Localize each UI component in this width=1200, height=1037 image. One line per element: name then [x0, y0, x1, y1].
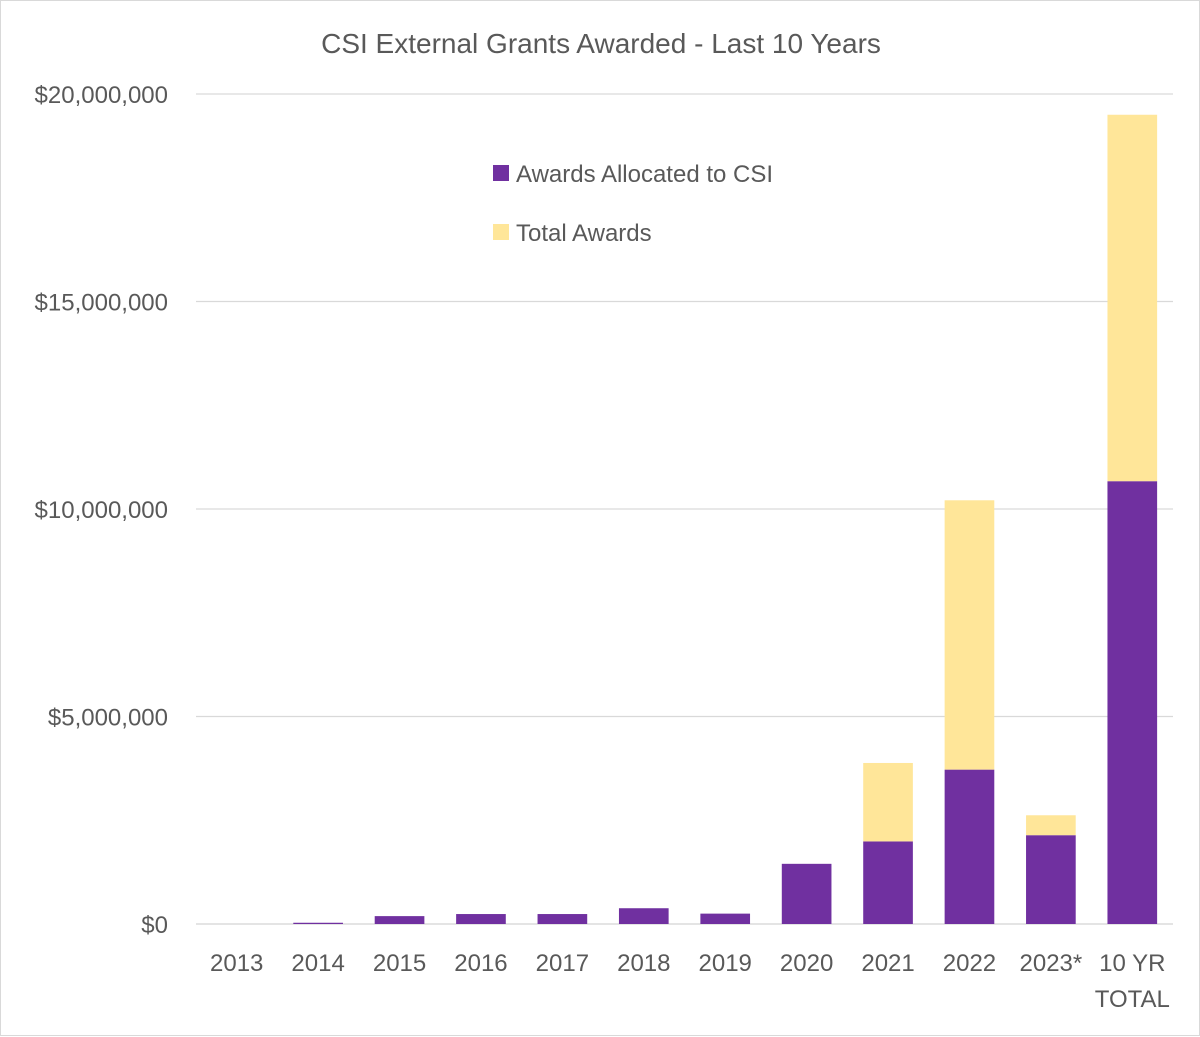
x-tick-label: 2021 [861, 950, 914, 977]
x-tick-label: 2018 [617, 950, 670, 977]
x-tick-label: 2019 [699, 950, 752, 977]
bar-allocated-2020 [781, 863, 832, 924]
x-tick-label: 2013 [210, 950, 263, 977]
legend-label-total: Total Awards [516, 220, 652, 247]
x-tick-label: 2016 [454, 950, 507, 977]
bar-allocated-2022 [944, 769, 995, 924]
bar-total-2023- [1026, 815, 1076, 836]
x-tick-label: 2014 [291, 950, 344, 977]
bar-allocated-2014 [293, 922, 343, 924]
legend-swatch-total [493, 224, 509, 240]
legend: Awards Allocated to CSI Total Awards [493, 161, 773, 247]
x-tick-label: 2022 [943, 950, 996, 977]
bar-allocated-2018 [618, 908, 669, 924]
y-tick-label: $15,000,000 [35, 290, 168, 317]
y-tick-label: $0 [141, 912, 168, 939]
x-tick-label: TOTAL [1095, 986, 1170, 1013]
bar-total-2021 [863, 762, 913, 842]
bar-allocated-2019 [700, 913, 751, 924]
y-tick-label: $5,000,000 [48, 705, 168, 732]
y-tick-label: $20,000,000 [35, 82, 168, 109]
bar-allocated-2017 [537, 914, 588, 924]
x-tick-label: 2020 [780, 950, 833, 977]
bar-allocated-10-yr-total [1107, 481, 1158, 924]
bars [293, 114, 1158, 924]
bar-allocated-2016 [456, 914, 506, 924]
y-axis-tick-labels: $0 $5,000,000 $10,000,000 $15,000,000 $20,00… [35, 82, 168, 939]
bar-allocated-2015 [374, 916, 425, 924]
bar-allocated-2023- [1026, 835, 1076, 924]
x-tick-label: 2023* [1020, 950, 1083, 977]
x-tick-label: 2017 [536, 950, 589, 977]
chart-title: CSI External Grants Awarded - Last 10 Ye… [321, 28, 881, 59]
x-axis-tick-labels: 2013 2014 2015 2016 2017 2018 2019 2020 2021 2022… [210, 950, 1170, 1013]
bar-allocated-2021 [863, 841, 913, 924]
legend-label-allocated: Awards Allocated to CSI [516, 161, 773, 188]
x-tick-label: 2015 [373, 950, 426, 977]
gridlines [196, 93, 1173, 925]
x-tick-label: 10 YR [1099, 950, 1165, 977]
legend-swatch-allocated [493, 165, 509, 181]
bar-total-10-yr-total [1107, 114, 1158, 482]
y-tick-label: $10,000,000 [35, 497, 168, 524]
bar-total-2022 [944, 500, 995, 770]
